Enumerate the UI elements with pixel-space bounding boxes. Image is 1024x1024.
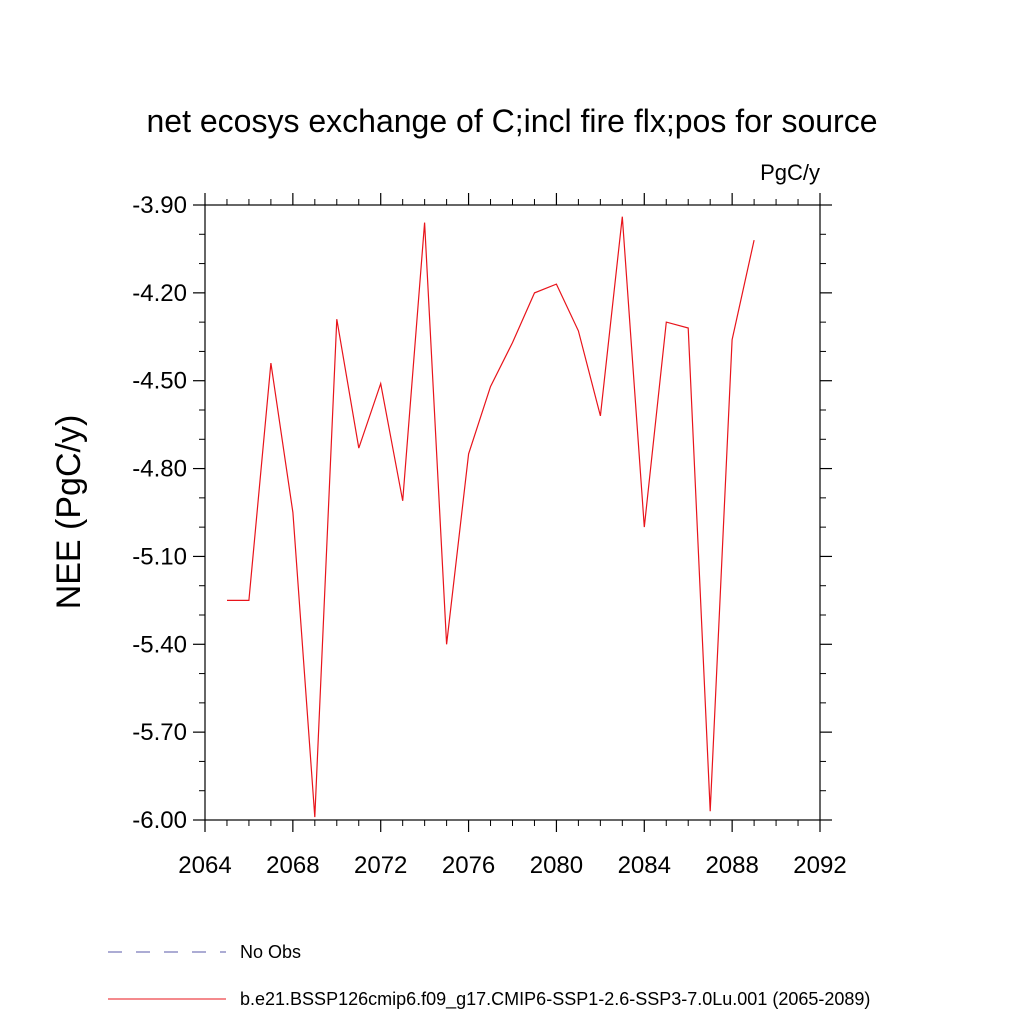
x-tick-label: 2064 — [178, 852, 231, 879]
x-tick-label: 2072 — [354, 852, 407, 879]
x-tick-label: 2092 — [793, 852, 846, 879]
series-line — [227, 216, 755, 818]
y-tick-label: -5.40 — [132, 631, 187, 658]
y-tick-label: -5.70 — [132, 719, 187, 746]
y-tick-label: -4.20 — [132, 280, 187, 307]
x-tick-label: 2080 — [530, 852, 583, 879]
y-tick-label: -4.50 — [132, 368, 187, 395]
axis-ticks: 2064 2068 2072 2076 2080 2084 2088 2092 -3.90 -4.… — [132, 192, 846, 879]
x-tick-label: 2068 — [266, 852, 319, 879]
x-tick-label: 2076 — [442, 852, 495, 879]
series-layer — [227, 216, 755, 818]
y-tick-label: -6.00 — [132, 807, 187, 834]
y-tick-label: -3.90 — [132, 192, 187, 219]
plot-frame — [204, 204, 821, 821]
legend: No Obs b.e21.BSSP126cmip6.f09_g17.CMIP6-S… — [108, 942, 870, 1010]
chart-title: net ecosys exchange of C;incl fire flx;p… — [146, 103, 877, 139]
y-tick-label: -5.10 — [132, 543, 187, 570]
y-tick-label: -4.80 — [132, 456, 187, 483]
y-axis-label: NEE (PgC/y) — [50, 415, 88, 610]
legend-label: b.e21.BSSP126cmip6.f09_g17.CMIP6-SSP1-2.… — [240, 989, 870, 1010]
legend-label: No Obs — [240, 942, 301, 962]
units-label: PgC/y — [760, 160, 820, 185]
x-tick-label: 2088 — [705, 852, 758, 879]
x-tick-label: 2084 — [618, 852, 671, 879]
